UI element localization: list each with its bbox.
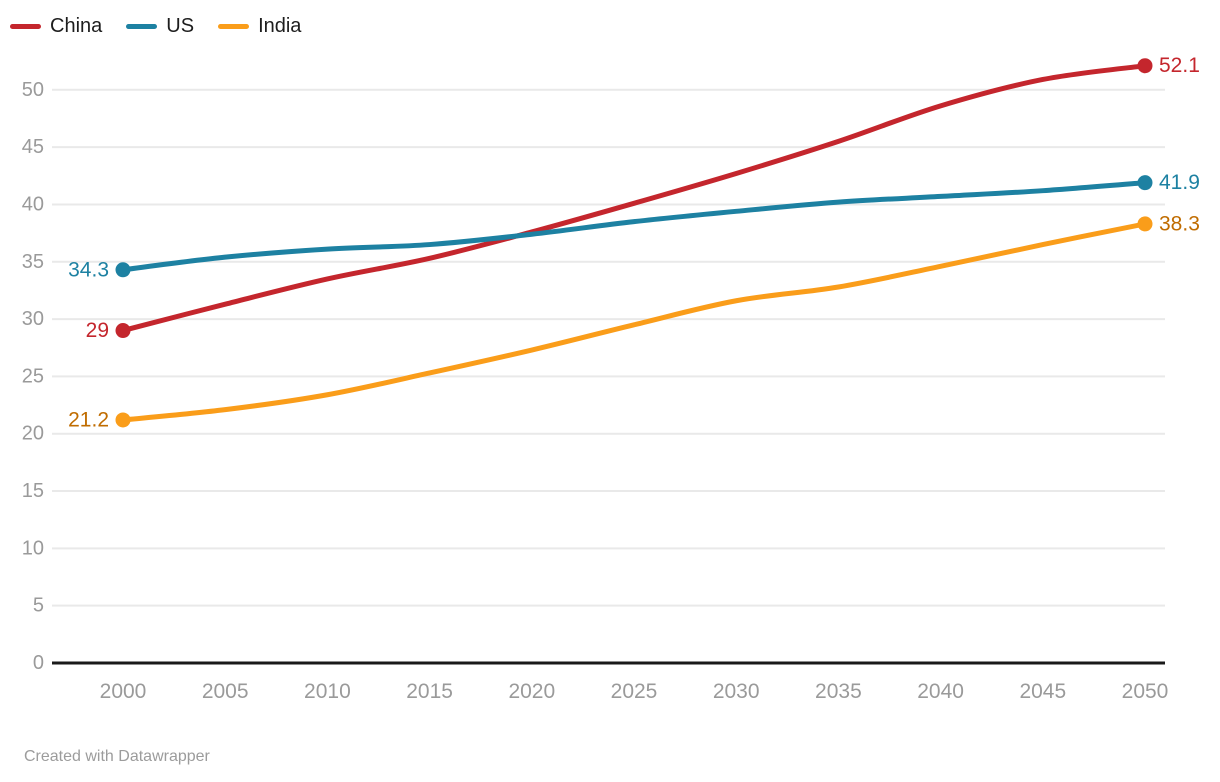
x-tick-label: 2010 — [304, 680, 351, 703]
x-tick-label: 2050 — [1122, 680, 1169, 703]
legend-item-china: China — [10, 16, 102, 36]
x-tick-label: 2015 — [406, 680, 453, 703]
legend-item-india: India — [218, 16, 301, 36]
legend-swatch-icon — [10, 23, 41, 29]
y-tick-label: 40 — [22, 193, 44, 215]
legend-label: India — [258, 15, 302, 37]
y-tick-label: 30 — [22, 308, 44, 330]
series-end-dot-US — [1137, 175, 1153, 191]
series-start-dot-India — [115, 412, 131, 428]
y-tick-label: 25 — [22, 365, 44, 387]
datawrapper-credit-link[interactable]: Created with Datawrapper — [24, 748, 210, 765]
y-tick-label: 0 — [33, 652, 44, 674]
series-end-dot-China — [1137, 58, 1153, 74]
x-tick-label: 2000 — [100, 680, 147, 703]
series-start-value-label-China: 29 — [86, 319, 109, 342]
y-tick-label: 35 — [22, 251, 44, 273]
y-tick-label: 5 — [33, 595, 44, 617]
x-tick-label: 2030 — [713, 680, 760, 703]
legend-item-us: US — [126, 16, 194, 36]
series-line-China — [120, 63, 1148, 334]
series-line-US — [120, 180, 1148, 273]
series-start-value-label-US: 34.3 — [68, 258, 109, 281]
legend-swatch-icon — [126, 23, 158, 29]
y-tick-label: 45 — [22, 136, 44, 158]
y-tick-label: 50 — [22, 79, 44, 101]
legend-swatch-icon — [218, 23, 250, 29]
series-line-India — [120, 221, 1148, 423]
x-tick-label: 2040 — [917, 680, 964, 703]
series-start-dot-US — [115, 262, 131, 278]
series-start-value-label-India: 21.2 — [68, 408, 109, 431]
x-tick-label: 2020 — [508, 680, 555, 703]
legend-label: US — [166, 15, 195, 37]
chart-legend: China US India — [10, 16, 301, 36]
y-tick-label: 15 — [22, 480, 44, 502]
series-end-dot-India — [1137, 216, 1153, 232]
series-end-value-label-India: 38.3 — [1159, 212, 1200, 235]
y-tick-label: 20 — [22, 423, 44, 445]
x-tick-label: 2045 — [1019, 680, 1066, 703]
series-end-value-label-US: 41.9 — [1159, 171, 1200, 194]
series-end-value-label-China: 52.1 — [1159, 54, 1200, 77]
x-tick-label: 2025 — [611, 680, 658, 703]
x-tick-label: 2005 — [202, 680, 249, 703]
x-tick-label: 2035 — [815, 680, 862, 703]
y-tick-label: 10 — [22, 537, 44, 559]
legend-label: China — [50, 15, 103, 37]
series-start-dot-China — [115, 323, 131, 339]
